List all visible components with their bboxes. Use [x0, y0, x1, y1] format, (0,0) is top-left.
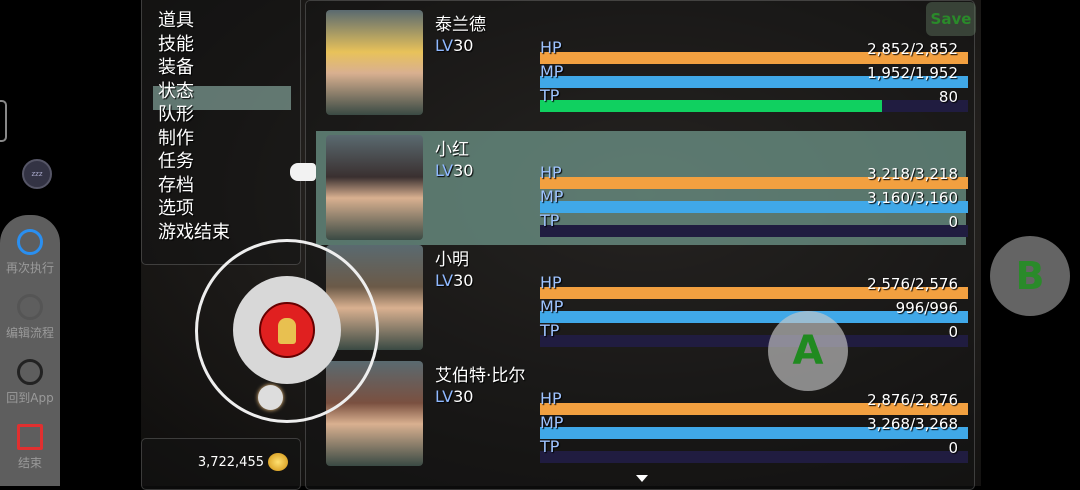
menu-item[interactable]: 选项 — [158, 198, 194, 219]
mp-label: MP — [540, 187, 564, 206]
actor-name: 泰兰德 — [435, 15, 486, 35]
actor-face — [326, 10, 423, 115]
mp-label: MP — [540, 297, 564, 316]
b-button[interactable]: B — [990, 236, 1070, 316]
menu-selection-highlight — [153, 86, 291, 110]
actor-face — [326, 135, 423, 240]
virtual-joystick[interactable] — [195, 239, 379, 423]
actor-name: 小红 — [435, 140, 469, 160]
hp-value: 3,218/3,218 — [867, 165, 958, 183]
hp-gauge — [540, 403, 968, 415]
actor-row[interactable]: 泰兰德 LV30 HP 2,852/2,852 MP 1,952/1,952 T… — [316, 6, 968, 120]
menu-item[interactable]: 存档 — [158, 174, 194, 196]
hp-value: 2,576/2,576 — [867, 275, 958, 293]
hp-value: 2,852/2,852 — [867, 40, 958, 58]
tp-label: TP — [540, 86, 560, 105]
hp-label: HP — [540, 38, 562, 57]
actor-level: LV30 — [435, 161, 474, 180]
mp-gauge — [540, 201, 968, 213]
mp-label: MP — [540, 413, 564, 432]
command-menu: 道具 技能 装备 状态 队形 制作 任务 存档 选项 游戏结束 — [141, 0, 301, 265]
menu-item[interactable]: 制作 — [158, 127, 194, 149]
gold-amount: 3,722,455 — [197, 455, 264, 470]
hp-label: HP — [540, 273, 562, 292]
mp-gauge — [540, 311, 968, 323]
menu-item[interactable]: 装备 — [158, 57, 194, 78]
side-toolbar: 再次执行编辑流程回到App 结束 — [0, 215, 60, 486]
app-icon — [17, 359, 43, 385]
actor-name: 艾伯特·比尔 — [435, 366, 526, 386]
mp-gauge — [540, 76, 968, 88]
tp-label: TP — [540, 211, 560, 230]
gold-coins-icon — [268, 453, 288, 471]
mp-value: 996/996 — [895, 299, 958, 317]
side-button-label: 再次执行 — [5, 261, 54, 275]
hp-label: HP — [540, 163, 562, 182]
tp-value: 80 — [938, 88, 958, 106]
hp-gauge — [540, 287, 968, 299]
exit-icon — [17, 424, 43, 450]
actor-level: LV30 — [435, 36, 474, 55]
mp-value: 3,268/3,268 — [867, 415, 958, 433]
tp-gauge — [540, 451, 968, 463]
side-button[interactable]: 结束 — [0, 424, 60, 471]
status-window: 泰兰德 LV30 HP 2,852/2,852 MP 1,952/1,952 T… — [305, 0, 975, 490]
actor-row[interactable]: 小明 LV30 HP 2,576/2,576 MP 996/996 TP 0 — [316, 241, 968, 355]
side-button-label: 编辑流程 — [5, 326, 54, 340]
actor-level: LV30 — [435, 271, 474, 290]
tp-value: 0 — [948, 213, 958, 231]
tp-gauge — [540, 100, 968, 112]
tp-label: TP — [540, 437, 560, 456]
hp-gauge — [540, 52, 968, 64]
scroll-down-arrow[interactable] — [636, 475, 648, 482]
tp-gauge — [540, 335, 968, 347]
a-button[interactable]: A — [768, 311, 848, 391]
player-character-icon — [259, 302, 315, 358]
mp-label: MP — [540, 62, 564, 81]
mp-value: 1,952/1,952 — [867, 64, 958, 82]
side-button[interactable]: 回到App — [0, 359, 60, 406]
actor-row[interactable]: 艾伯特·比尔 LV30 HP 2,876/2,876 MP 3,268/3,26… — [316, 357, 968, 471]
gold-window: 3,722,455 — [141, 438, 301, 490]
menu-item[interactable]: 道具 — [158, 10, 194, 31]
hp-gauge — [540, 177, 968, 189]
mp-gauge — [540, 427, 968, 439]
sleep-icon[interactable]: zzz — [22, 159, 52, 189]
hp-label: HP — [540, 389, 562, 408]
actor-name: 小明 — [435, 250, 469, 270]
menu-item[interactable]: 状态 — [158, 80, 194, 102]
menu-item[interactable]: 技能 — [158, 33, 194, 55]
save-button[interactable]: Save — [926, 2, 976, 36]
menu-item[interactable]: 队形 — [158, 104, 194, 125]
menu-item[interactable]: 游戏结束 — [158, 221, 230, 243]
tp-value: 0 — [948, 439, 958, 457]
actor-level: LV30 — [435, 387, 474, 406]
edit-icon — [17, 294, 43, 320]
tp-label: TP — [540, 321, 560, 340]
tp-gauge — [540, 225, 968, 237]
pointer-hand-icon — [290, 163, 316, 181]
side-button[interactable]: 编辑流程 — [0, 294, 60, 341]
replay-icon — [17, 229, 43, 255]
side-handle[interactable] — [0, 100, 7, 142]
tp-value: 0 — [948, 323, 958, 341]
hp-value: 2,876/2,876 — [867, 391, 958, 409]
side-button[interactable]: 再次执行 — [0, 229, 60, 276]
mp-value: 3,160/3,160 — [867, 189, 958, 207]
menu-item[interactable]: 任务 — [158, 151, 194, 172]
joystick-knob[interactable] — [258, 385, 283, 410]
side-button-label: 结束 — [17, 456, 42, 470]
actor-row[interactable]: 小红 LV30 HP 3,218/3,218 MP 3,160/3,160 TP… — [316, 131, 968, 245]
side-button-label: 回到App — [6, 391, 54, 405]
